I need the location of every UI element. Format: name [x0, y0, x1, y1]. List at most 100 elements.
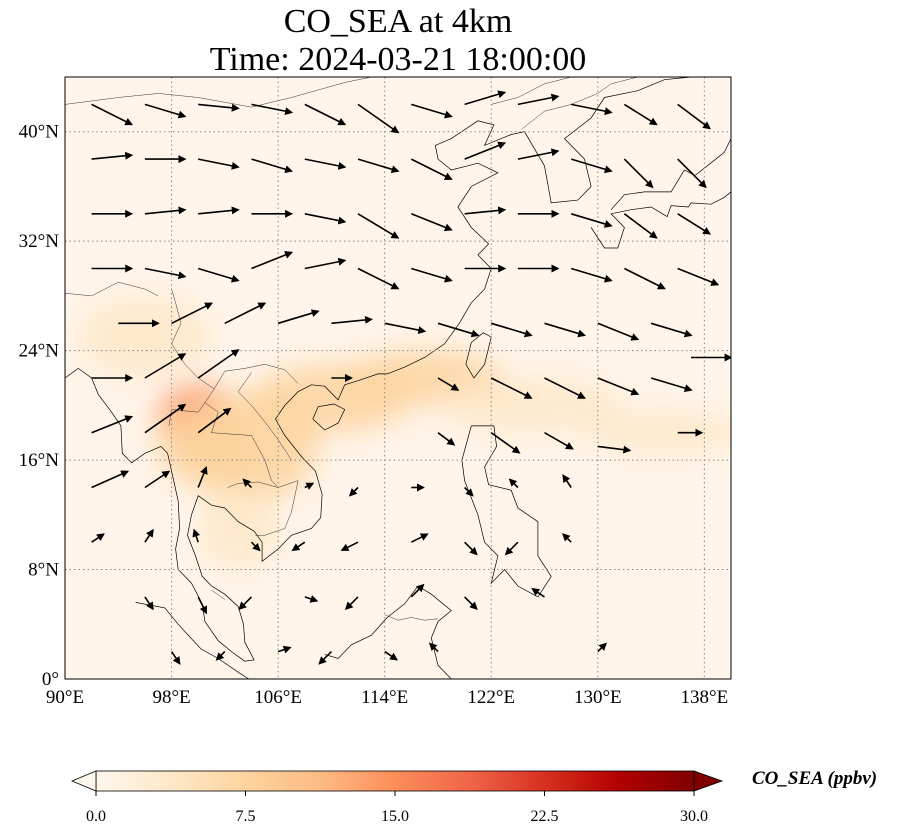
- wind-arrow: [198, 103, 240, 112]
- wind-arrow: [357, 103, 400, 134]
- colorbar-ticks: 0.0 7.5 15.0 22.5 30.0: [86, 791, 708, 825]
- wind-arrow: [624, 267, 666, 290]
- wind-arrow: [91, 103, 134, 126]
- country-border: [204, 402, 279, 488]
- coastline: [311, 77, 692, 401]
- wind-arrow: [531, 588, 545, 598]
- wind-arrow: [623, 158, 654, 189]
- wind-arrow: [677, 213, 712, 235]
- lon-tick-label: 138°E: [681, 687, 729, 708]
- wind-arrow: [562, 533, 572, 543]
- wind-arrow: [570, 158, 613, 174]
- wind-arrow: [91, 151, 134, 160]
- wind-arrow: [304, 158, 347, 170]
- country-border: [491, 77, 572, 105]
- wind-arrow: [242, 478, 253, 489]
- concentration-blob: [198, 487, 279, 570]
- wind-arrow: [197, 267, 240, 283]
- map-frame: [64, 76, 732, 680]
- wind-arrow: [170, 651, 181, 665]
- wind-arrow: [464, 486, 474, 497]
- wind-arrow: [464, 206, 507, 215]
- wind-arrow: [238, 596, 253, 611]
- wind-arrow: [410, 533, 429, 543]
- wind-arrow: [677, 103, 711, 130]
- country-border: [521, 77, 638, 130]
- wind-arrow: [570, 267, 613, 283]
- lon-tick-label: 98°E: [152, 687, 190, 708]
- wind-arrow: [464, 541, 478, 556]
- wind-arrow: [464, 141, 507, 160]
- wind-arrow: [348, 486, 359, 497]
- wind-arrow: [571, 103, 613, 116]
- wind-arrow: [291, 541, 306, 552]
- lon-tick-label: 122°E: [467, 687, 515, 708]
- coastline: [590, 191, 731, 249]
- coastline: [135, 602, 249, 679]
- wind-arrow: [437, 377, 460, 391]
- wind-arrow: [215, 651, 226, 661]
- colorbar-tick-label: 30.0: [680, 808, 708, 825]
- lon-tick-label: 130°E: [574, 687, 622, 708]
- wind-arrow: [344, 596, 359, 611]
- wind-arrow: [304, 595, 319, 603]
- wind-arrow: [91, 470, 130, 489]
- wind-arrow: [144, 596, 154, 611]
- wind-arrow: [277, 645, 292, 654]
- wind-arrow: [318, 651, 332, 665]
- wind-vectors: [91, 90, 731, 665]
- lat-tick-label: 24°N: [19, 341, 60, 362]
- wind-arrow: [410, 158, 453, 180]
- wind-arrow: [544, 432, 574, 450]
- wind-arrow: [144, 353, 187, 379]
- wind-arrow: [304, 103, 347, 126]
- wind-arrow: [198, 206, 240, 215]
- wind-arrow: [411, 103, 453, 119]
- wind-arrow: [197, 466, 208, 488]
- wind-arrow: [304, 482, 315, 490]
- wind-arrow: [192, 528, 201, 543]
- wind-arrow: [197, 407, 232, 434]
- wind-arrow: [562, 474, 572, 488]
- concentration-blob: [584, 412, 731, 454]
- wind-arrow: [650, 322, 693, 338]
- coastline: [312, 403, 346, 431]
- lon-tick-label: 114°E: [361, 687, 408, 708]
- wind-arrow: [490, 377, 533, 399]
- concentration-blob: [78, 295, 212, 379]
- longitude-ticks: 90°E 98°E 106°E 114°E 122°E 130°E 138°E: [46, 687, 728, 708]
- wind-arrow: [411, 213, 453, 232]
- lat-tick-label: 8°N: [28, 560, 59, 581]
- lat-tick-label: 32°N: [19, 231, 60, 252]
- wind-arrow: [304, 257, 347, 270]
- lon-tick-label: 106°E: [254, 687, 302, 708]
- lat-tick-label: 16°N: [19, 450, 60, 471]
- wind-arrow: [490, 432, 521, 454]
- wind-arrow: [544, 322, 587, 338]
- wind-arrow: [144, 267, 187, 280]
- wind-arrow: [357, 267, 400, 290]
- wind-arrow: [623, 103, 658, 126]
- map-plot-area[interactable]: [64, 76, 744, 680]
- wind-arrow: [544, 377, 586, 399]
- wind-arrow: [197, 596, 207, 615]
- wind-arrow: [251, 103, 294, 116]
- wind-arrow: [384, 322, 427, 334]
- colorbar-tick-label: 7.5: [236, 808, 256, 825]
- colorbar-gradient: [95, 770, 695, 792]
- coastline: [465, 332, 492, 379]
- wind-arrow: [517, 93, 560, 106]
- wind-arrow: [650, 377, 693, 392]
- wind-arrow: [91, 415, 134, 434]
- concentration-field: [78, 295, 731, 570]
- wind-arrow: [331, 315, 373, 325]
- wind-arrow: [490, 322, 533, 338]
- wind-arrow: [144, 470, 171, 489]
- wind-arrow: [251, 251, 293, 270]
- colorbar-extension-min: [70, 770, 97, 792]
- wind-arrow: [464, 596, 478, 611]
- wind-arrow: [504, 541, 519, 556]
- wind-arrow: [677, 267, 720, 286]
- wind-arrow: [428, 642, 439, 653]
- map-title-line-1: CO_SEA at 4km: [283, 3, 513, 40]
